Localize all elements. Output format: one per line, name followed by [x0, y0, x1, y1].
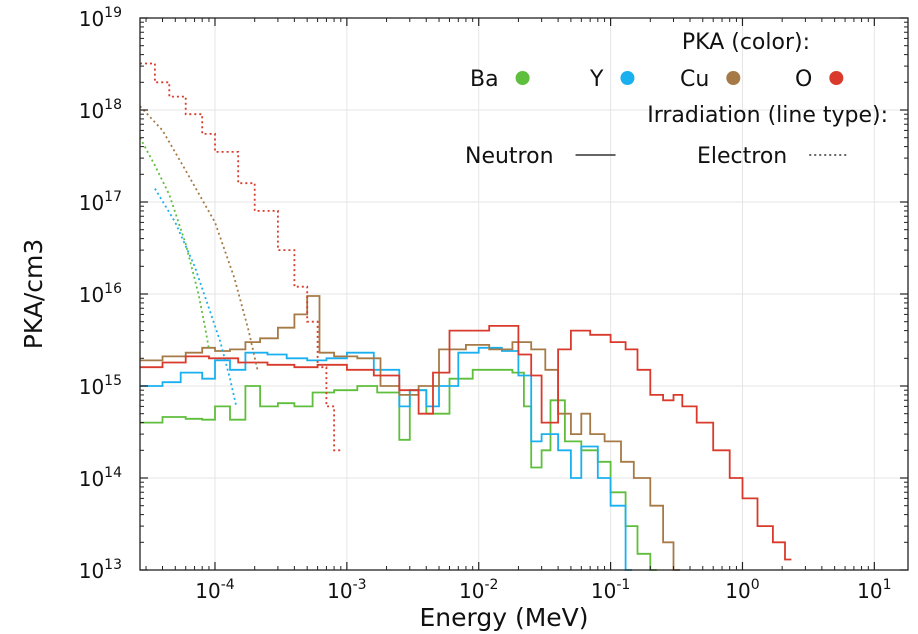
legend-species: Ba Y Cu O [470, 67, 844, 92]
legend-label-ba: Ba [470, 67, 499, 92]
x-tick-label: 10-1 [591, 577, 630, 603]
series-ba-electron [139, 137, 210, 350]
legend-label-o: O [795, 67, 812, 92]
legend-color-title: PKA (color): [682, 30, 810, 55]
legend-line-types: Neutron Electron [465, 144, 850, 169]
y-tick-label: 1014 [79, 465, 122, 491]
x-tick-label: 100 [725, 577, 759, 603]
x-tick-label: 10-3 [327, 577, 366, 603]
legend-label-neutron: Neutron [465, 144, 554, 169]
legend-marker-cu [726, 71, 741, 85]
legend: PKA (color): Ba Y Cu O Irradiation (line ty… [465, 30, 888, 169]
legend-marker-y [620, 71, 635, 85]
legend-line-title: Irradiation (line type): [647, 103, 888, 128]
x-axis-title: Energy (MeV) [419, 603, 588, 632]
series-layer [139, 62, 792, 571]
legend-label-electron: Electron [697, 144, 787, 169]
legend-label-cu: Cu [680, 67, 709, 92]
x-tick-label: 10-4 [195, 577, 235, 603]
x-tick-label: 101 [857, 577, 891, 603]
series-y-electron [154, 188, 238, 407]
y-axis-title: PKA/cm3 [19, 239, 48, 350]
y-tick-label: 1019 [79, 5, 122, 31]
series-o-neutron [140, 325, 792, 561]
tick-labels: 10-4 10-3 10-2 10-1 100 101 1013 1014 1015 1016 10… [79, 5, 892, 603]
legend-marker-o [829, 71, 844, 85]
y-tick-label: 1017 [79, 189, 122, 215]
y-tick-label: 1015 [79, 373, 122, 399]
series-o-electron [140, 62, 341, 452]
x-tick-label: 10-2 [459, 577, 498, 603]
ticks [140, 17, 908, 571]
legend-label-y: Y [589, 67, 604, 92]
series-cu-neutron [140, 295, 680, 571]
y-tick-label: 1018 [79, 97, 122, 123]
legend-marker-ba [515, 71, 530, 85]
y-tick-label: 1013 [79, 557, 122, 583]
y-tick-label: 1016 [79, 281, 122, 307]
